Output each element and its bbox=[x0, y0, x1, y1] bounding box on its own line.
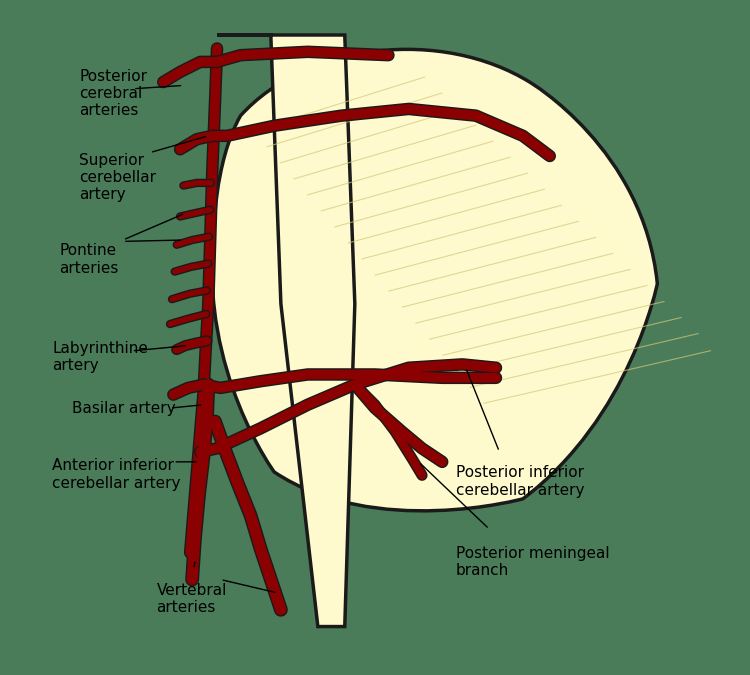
Text: Superior
cerebellar
artery: Superior cerebellar artery bbox=[80, 153, 156, 202]
Text: Posterior inferior
cerebellar artery: Posterior inferior cerebellar artery bbox=[456, 465, 584, 497]
Polygon shape bbox=[217, 35, 355, 626]
Text: Posterior meningeal
branch: Posterior meningeal branch bbox=[456, 546, 609, 578]
Text: Basilar artery: Basilar artery bbox=[73, 400, 176, 416]
Text: Pontine
arteries: Pontine arteries bbox=[59, 244, 118, 276]
Text: Anterior inferior
cerebellar artery: Anterior inferior cerebellar artery bbox=[53, 458, 181, 491]
Text: Labyrinthine
artery: Labyrinthine artery bbox=[53, 341, 148, 373]
Text: Posterior
cerebral
arteries: Posterior cerebral arteries bbox=[80, 69, 147, 118]
PathPatch shape bbox=[212, 49, 657, 511]
Text: Vertebral
arteries: Vertebral arteries bbox=[157, 583, 227, 615]
